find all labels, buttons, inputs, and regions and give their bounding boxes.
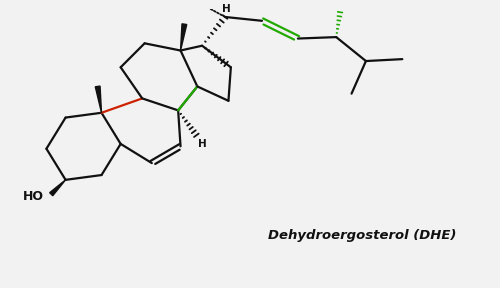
Text: H: H xyxy=(222,4,230,14)
Polygon shape xyxy=(180,24,186,50)
Polygon shape xyxy=(50,180,66,196)
Polygon shape xyxy=(96,86,102,113)
Text: Dehydroergosterol (DHE): Dehydroergosterol (DHE) xyxy=(268,229,457,242)
Text: H: H xyxy=(198,139,206,149)
Text: HO: HO xyxy=(23,190,44,203)
